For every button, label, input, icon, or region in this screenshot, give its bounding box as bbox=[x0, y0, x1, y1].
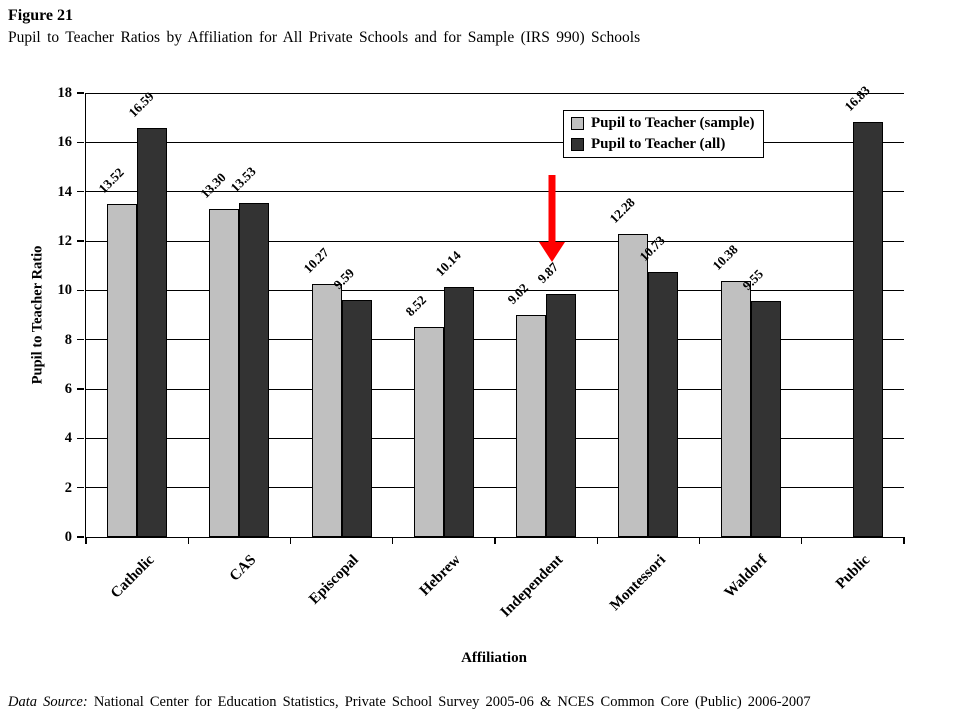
y-tick-label-14: 14 bbox=[57, 183, 73, 200]
bar-value-label-independent-sample: 9.02 bbox=[504, 279, 532, 307]
x-axis-tick bbox=[289, 537, 292, 544]
gridline bbox=[86, 289, 904, 291]
bar-cas-all bbox=[239, 203, 270, 537]
y-axis-tick bbox=[77, 141, 85, 144]
x-axis-tick bbox=[596, 537, 598, 544]
annotation-arrow-icon bbox=[539, 175, 565, 262]
bar-catholic-all bbox=[137, 127, 168, 537]
data-source-text: National Center for Education Statistics… bbox=[87, 694, 811, 710]
plot-area: 0 2 4 6 8 10 12 14 16 18 13.52 16.59 Catholic 13.30 13… bbox=[58, 83, 905, 620]
x-axis-tick bbox=[698, 537, 701, 544]
y-tick-label-10: 10 bbox=[57, 282, 73, 299]
x-tick-label-waldorf: Waldorf bbox=[721, 552, 771, 602]
y-tick-label-0: 0 bbox=[64, 529, 72, 545]
bar-montessori-all bbox=[648, 272, 679, 537]
x-axis-tick bbox=[187, 537, 189, 544]
y-axis-tick bbox=[77, 487, 85, 489]
y-tick-label-12: 12 bbox=[57, 233, 73, 249]
bar-value-label-episcopal-sample: 10.27 bbox=[300, 244, 332, 276]
x-axis-tick bbox=[494, 537, 496, 544]
bar-montessori-sample bbox=[618, 234, 649, 537]
bar-hebrew-sample bbox=[413, 326, 444, 537]
gridline bbox=[86, 487, 904, 489]
x-tick-label-montessori: Montessori bbox=[606, 552, 669, 614]
y-axis-tick bbox=[77, 437, 85, 440]
x-axis-tick bbox=[392, 537, 394, 544]
bar-value-label-montessori-sample: 12.28 bbox=[606, 194, 639, 227]
y-axis-tick bbox=[77, 289, 85, 292]
y-axis-tick bbox=[77, 536, 85, 538]
x-tick-label-public: Public bbox=[832, 552, 874, 593]
data-source: Data Source: National Center for Educati… bbox=[8, 694, 811, 711]
y-axis-tick bbox=[77, 191, 85, 193]
bar-cas-sample bbox=[209, 208, 240, 537]
y-tick-label-8: 8 bbox=[64, 331, 72, 348]
legend-item-all: Pupil to Teacher (all) bbox=[571, 134, 754, 155]
y-tick-label-2: 2 bbox=[64, 479, 72, 496]
gridline bbox=[86, 240, 904, 242]
gridline bbox=[86, 388, 904, 390]
y-axis-tick bbox=[77, 339, 85, 341]
gridline bbox=[86, 141, 904, 143]
y-axis-tick bbox=[77, 92, 85, 94]
bar-value-label-waldorf-sample: 10.38 bbox=[709, 241, 741, 273]
gridline bbox=[86, 92, 904, 94]
bar-value-label-public-all: 16.83 bbox=[841, 82, 873, 114]
x-axis-tick bbox=[903, 537, 905, 544]
data-source-label: Data Source: bbox=[8, 694, 88, 710]
y-tick-label-16: 16 bbox=[57, 134, 73, 151]
legend: Pupil to Teacher (sample) Pupil to Teach… bbox=[563, 110, 765, 158]
bar-independent-all bbox=[546, 293, 577, 537]
bar-catholic-sample bbox=[107, 203, 138, 537]
y-tick-label-18: 18 bbox=[57, 85, 73, 101]
x-axis-tick bbox=[85, 537, 87, 544]
bar-value-label-catholic-all: 16.59 bbox=[125, 88, 157, 120]
y-axis-title: Pupil to Teacher Ratio bbox=[29, 245, 46, 385]
x-tick-label-independent: Independent bbox=[497, 552, 567, 621]
bar-episcopal-all bbox=[341, 300, 372, 537]
figure-title: Pupil to Teacher Ratios by Affiliation f… bbox=[8, 29, 641, 46]
figure-number: Figure 21 bbox=[8, 7, 74, 24]
gridline bbox=[86, 437, 904, 439]
all-series-swatch bbox=[571, 138, 584, 151]
bar-waldorf-all bbox=[750, 301, 781, 537]
bar-value-label-hebrew-all: 10.14 bbox=[432, 247, 464, 279]
y-axis-tick bbox=[77, 388, 85, 390]
bar-hebrew-all bbox=[443, 286, 474, 537]
bar-waldorf-sample bbox=[720, 280, 751, 537]
bar-value-label-hebrew-sample: 8.52 bbox=[402, 292, 429, 319]
bar-public-all bbox=[852, 121, 883, 537]
x-axis-tick bbox=[801, 537, 803, 544]
bar-value-label-cas-sample: 13.30 bbox=[197, 169, 230, 201]
y-axis-tick bbox=[77, 240, 85, 242]
legend-label-sample: Pupil to Teacher (sample) bbox=[591, 115, 755, 131]
legend-item-sample: Pupil to Teacher (sample) bbox=[571, 113, 754, 134]
y-tick-label-6: 6 bbox=[64, 381, 72, 397]
x-tick-label-cas: CAS bbox=[227, 552, 260, 585]
x-tick-label-catholic: Catholic bbox=[107, 552, 158, 602]
gridline bbox=[86, 339, 904, 341]
y-tick-label-4: 4 bbox=[64, 430, 72, 447]
bar-independent-sample bbox=[516, 314, 547, 537]
gridline bbox=[86, 191, 904, 193]
x-tick-label-episcopal: Episcopal bbox=[306, 552, 362, 608]
sample-series-swatch bbox=[571, 117, 584, 130]
x-tick-label-hebrew: Hebrew bbox=[417, 552, 465, 600]
x-axis-title: Affiliation bbox=[461, 650, 527, 666]
legend-label-all: Pupil to Teacher (all) bbox=[591, 136, 726, 152]
bar-episcopal-sample bbox=[311, 283, 342, 537]
